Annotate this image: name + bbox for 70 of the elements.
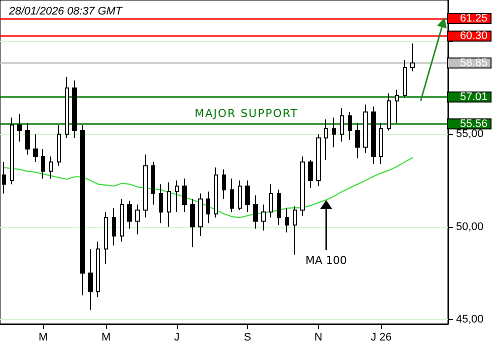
candlestick bbox=[182, 178, 187, 212]
candlestick bbox=[371, 106, 376, 164]
candlestick bbox=[269, 184, 273, 218]
candlestick bbox=[214, 167, 218, 218]
candlestick bbox=[387, 92, 391, 132]
x-tick-label: N bbox=[314, 332, 322, 344]
candlestick bbox=[198, 192, 203, 237]
chart-title: 28/01/2026 08:37 GMT bbox=[8, 6, 124, 18]
candlestick bbox=[230, 178, 234, 212]
candlestick bbox=[293, 206, 297, 256]
ref-line-label: 55.56 bbox=[460, 118, 488, 130]
candlestick bbox=[316, 134, 321, 187]
candlestick bbox=[33, 134, 38, 162]
candlestick bbox=[88, 248, 93, 311]
candlestick bbox=[80, 124, 85, 296]
candlestick bbox=[222, 168, 226, 200]
candlestick bbox=[253, 194, 258, 230]
candlestick bbox=[120, 198, 124, 242]
ref-line-label: 58.85 bbox=[460, 56, 488, 69]
y-tick-label: 55,00 bbox=[456, 128, 484, 140]
candlestick bbox=[151, 162, 155, 206]
candlestick bbox=[17, 113, 22, 142]
candlestick bbox=[238, 180, 242, 211]
candlestick bbox=[363, 104, 368, 154]
candlestick bbox=[332, 117, 336, 148]
x-tick-label: J bbox=[174, 332, 180, 344]
ref-line-label: 60.30 bbox=[460, 30, 488, 42]
candlestick bbox=[127, 200, 132, 230]
candlestick bbox=[245, 180, 250, 212]
candlestick bbox=[25, 122, 30, 156]
line-series bbox=[3, 156, 414, 218]
candlestick bbox=[395, 89, 399, 124]
candlestick bbox=[112, 208, 116, 246]
candlestick bbox=[261, 204, 266, 232]
candlestick bbox=[143, 154, 148, 218]
candlestick bbox=[190, 198, 195, 248]
y-tick-label: 50,00 bbox=[456, 220, 484, 233]
candlestick bbox=[277, 189, 281, 226]
x-tick-label: M bbox=[102, 332, 111, 344]
text: MA 100 bbox=[305, 254, 347, 267]
candlestick bbox=[104, 211, 108, 264]
candlestick bbox=[96, 241, 100, 298]
candlestick bbox=[308, 160, 313, 188]
ref-line-label: 57.01 bbox=[460, 91, 488, 104]
candlestick bbox=[135, 204, 140, 235]
candlestick bbox=[324, 118, 328, 161]
ref-line-label: 61.25 bbox=[460, 12, 488, 25]
candlestick bbox=[65, 76, 69, 138]
candlestick bbox=[72, 80, 77, 138]
x-tick-label: M bbox=[38, 332, 48, 344]
candlestick bbox=[340, 108, 344, 142]
x-tick-label: J 26 bbox=[370, 332, 392, 344]
candlestick bbox=[348, 112, 352, 140]
x-tick-label: S bbox=[244, 332, 252, 344]
annotation: MAJOR SUPPORT bbox=[194, 106, 298, 120]
candlestick bbox=[355, 122, 360, 159]
candlestick bbox=[206, 191, 210, 224]
candlestick bbox=[300, 156, 305, 216]
candlestick bbox=[410, 43, 415, 72]
y-tick-label: 45,00 bbox=[456, 313, 484, 326]
candlestick bbox=[167, 182, 171, 228]
candlestick bbox=[159, 184, 163, 224]
candlestick bbox=[10, 117, 14, 185]
candlestick bbox=[49, 156, 53, 180]
candlestick bbox=[175, 180, 179, 212]
candlestick bbox=[57, 124, 61, 166]
candlestick bbox=[379, 122, 383, 164]
candlestick bbox=[285, 208, 289, 233]
candlestick bbox=[403, 60, 407, 98]
candlestick bbox=[41, 148, 45, 180]
